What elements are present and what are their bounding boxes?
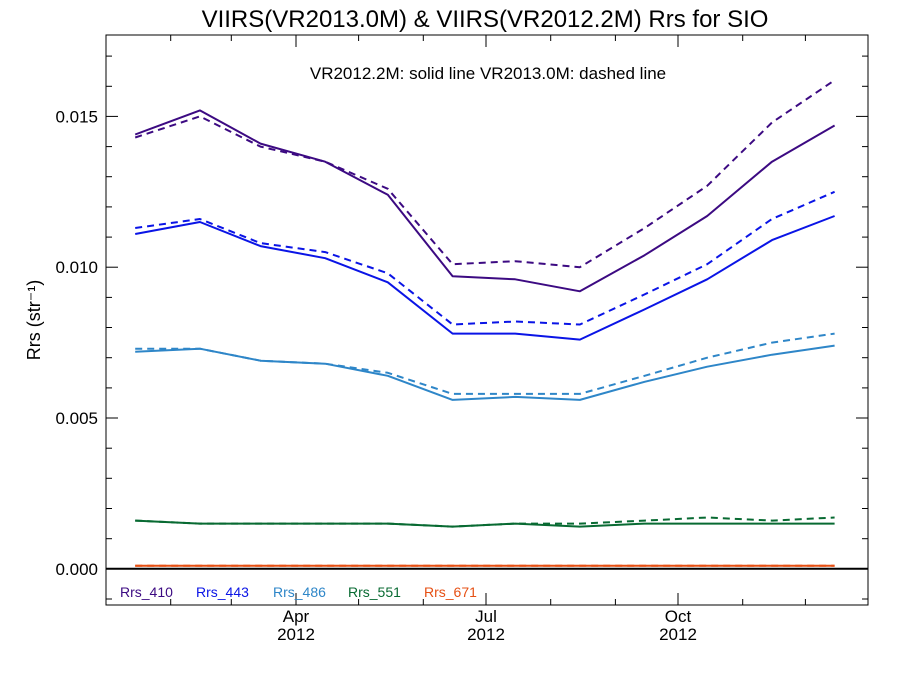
x-tick-label-month: Apr bbox=[283, 607, 310, 626]
plot-frame bbox=[105, 34, 869, 606]
series-line-rrs-410-solid bbox=[134, 109, 836, 293]
y-tick-label: 0.005 bbox=[55, 409, 98, 428]
series-line-rrs-443-solid bbox=[135, 215, 835, 341]
series-line-rrs-486-solid bbox=[135, 344, 835, 401]
axes-group: 0.0000.0050.0100.015Apr2012Jul2012Oct201… bbox=[55, 34, 869, 644]
legend-entry-rrs-443: Rrs_443 bbox=[196, 584, 249, 600]
x-tick-label-year: 2012 bbox=[277, 625, 315, 644]
series-line-rrs-486-dashed bbox=[135, 332, 835, 395]
line-style-annotation: VR2012.2M: solid line VR2013.0M: dashed … bbox=[310, 64, 666, 83]
x-tick-label-month: Jul bbox=[475, 607, 497, 626]
y-tick-label: 0.000 bbox=[55, 560, 98, 579]
y-tick-label: 0.015 bbox=[55, 107, 98, 126]
series-line-rrs-551-dashed bbox=[135, 516, 835, 528]
x-tick-label-year: 2012 bbox=[467, 625, 505, 644]
series-line-rrs-410-dashed bbox=[134, 79, 836, 269]
legend-entry-rrs-671: Rrs_671 bbox=[424, 584, 477, 600]
legend-entry-rrs-551: Rrs_551 bbox=[348, 584, 401, 600]
y-tick-label: 0.010 bbox=[55, 258, 98, 277]
y-axis-label: Rrs (str⁻¹) bbox=[24, 280, 44, 360]
legend-entry-rrs-486: Rrs_486 bbox=[273, 584, 326, 600]
series-line-rrs-443-dashed bbox=[135, 190, 835, 326]
legend: Rrs_410 Rrs_443 Rrs_486 Rrs_551 Rrs_671 bbox=[120, 584, 477, 600]
legend-entry-rrs-410: Rrs_410 bbox=[120, 584, 173, 600]
x-tick-label-year: 2012 bbox=[659, 625, 697, 644]
series-group bbox=[134, 79, 836, 567]
x-tick-label-month: Oct bbox=[665, 607, 692, 626]
chart-title: VIIRS(VR2013.0M) & VIIRS(VR2012.2M) Rrs … bbox=[202, 6, 769, 33]
